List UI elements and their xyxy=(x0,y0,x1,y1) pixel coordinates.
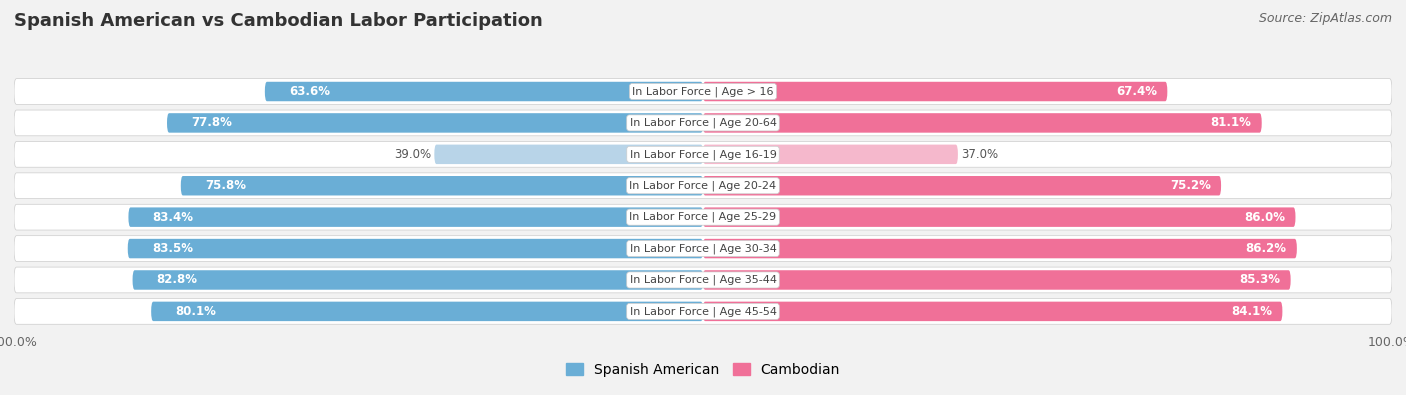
Text: 75.8%: 75.8% xyxy=(205,179,246,192)
Text: 82.8%: 82.8% xyxy=(156,273,198,286)
FancyBboxPatch shape xyxy=(703,270,1291,290)
FancyBboxPatch shape xyxy=(128,239,703,258)
Text: 80.1%: 80.1% xyxy=(176,305,217,318)
FancyBboxPatch shape xyxy=(703,207,1295,227)
FancyBboxPatch shape xyxy=(14,299,1392,324)
Text: In Labor Force | Age > 16: In Labor Force | Age > 16 xyxy=(633,86,773,97)
Text: 83.5%: 83.5% xyxy=(152,242,193,255)
FancyBboxPatch shape xyxy=(132,270,703,290)
FancyBboxPatch shape xyxy=(128,207,703,227)
Text: In Labor Force | Age 45-54: In Labor Force | Age 45-54 xyxy=(630,306,776,317)
Text: 37.0%: 37.0% xyxy=(962,148,998,161)
Text: 83.4%: 83.4% xyxy=(152,211,194,224)
Text: In Labor Force | Age 35-44: In Labor Force | Age 35-44 xyxy=(630,275,776,285)
Text: Source: ZipAtlas.com: Source: ZipAtlas.com xyxy=(1258,12,1392,25)
FancyBboxPatch shape xyxy=(703,302,1282,321)
FancyBboxPatch shape xyxy=(703,113,1261,133)
Text: In Labor Force | Age 16-19: In Labor Force | Age 16-19 xyxy=(630,149,776,160)
FancyBboxPatch shape xyxy=(703,239,1296,258)
FancyBboxPatch shape xyxy=(181,176,703,196)
Text: Spanish American vs Cambodian Labor Participation: Spanish American vs Cambodian Labor Part… xyxy=(14,12,543,30)
Text: 67.4%: 67.4% xyxy=(1116,85,1157,98)
FancyBboxPatch shape xyxy=(14,173,1392,199)
FancyBboxPatch shape xyxy=(703,82,1167,101)
FancyBboxPatch shape xyxy=(14,267,1392,293)
FancyBboxPatch shape xyxy=(152,302,703,321)
Text: 63.6%: 63.6% xyxy=(290,85,330,98)
Text: 85.3%: 85.3% xyxy=(1239,273,1281,286)
FancyBboxPatch shape xyxy=(167,113,703,133)
Text: 84.1%: 84.1% xyxy=(1232,305,1272,318)
Text: In Labor Force | Age 20-64: In Labor Force | Age 20-64 xyxy=(630,118,776,128)
FancyBboxPatch shape xyxy=(14,79,1392,104)
FancyBboxPatch shape xyxy=(14,204,1392,230)
Text: 77.8%: 77.8% xyxy=(191,117,232,130)
FancyBboxPatch shape xyxy=(14,110,1392,136)
Text: 81.1%: 81.1% xyxy=(1211,117,1251,130)
Text: 86.2%: 86.2% xyxy=(1246,242,1286,255)
Text: 75.2%: 75.2% xyxy=(1170,179,1211,192)
FancyBboxPatch shape xyxy=(703,176,1220,196)
Text: In Labor Force | Age 20-24: In Labor Force | Age 20-24 xyxy=(630,181,776,191)
Text: In Labor Force | Age 25-29: In Labor Force | Age 25-29 xyxy=(630,212,776,222)
FancyBboxPatch shape xyxy=(434,145,703,164)
FancyBboxPatch shape xyxy=(264,82,703,101)
FancyBboxPatch shape xyxy=(14,236,1392,261)
Legend: Spanish American, Cambodian: Spanish American, Cambodian xyxy=(561,357,845,382)
Text: 86.0%: 86.0% xyxy=(1244,211,1285,224)
FancyBboxPatch shape xyxy=(14,141,1392,167)
Text: In Labor Force | Age 30-34: In Labor Force | Age 30-34 xyxy=(630,243,776,254)
Text: 39.0%: 39.0% xyxy=(394,148,430,161)
FancyBboxPatch shape xyxy=(703,145,957,164)
